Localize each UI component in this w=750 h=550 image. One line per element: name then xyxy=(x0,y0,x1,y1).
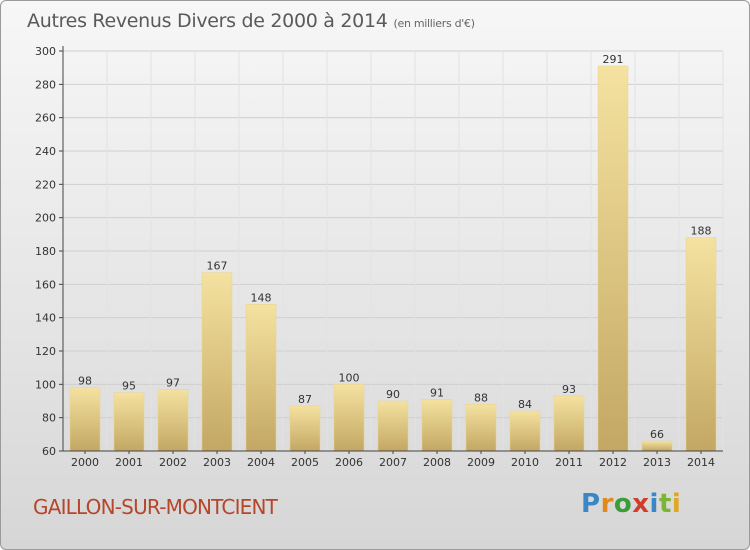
bar xyxy=(157,389,189,452)
y-tick-label: 280 xyxy=(35,78,56,91)
logo-letter: t xyxy=(658,489,672,519)
x-tick-label: 2006 xyxy=(335,456,363,469)
y-tick-label: 80 xyxy=(42,412,56,425)
x-tick-label: 2007 xyxy=(379,456,407,469)
y-tick-label: 100 xyxy=(35,378,56,391)
bar-value-label: 97 xyxy=(166,376,180,389)
bar-value-label: 87 xyxy=(298,393,312,406)
proxiti-logo: Proxiti xyxy=(581,489,681,519)
x-tick-label: 2010 xyxy=(511,456,539,469)
bar xyxy=(69,387,101,452)
bar-value-label: 188 xyxy=(691,225,712,238)
bar xyxy=(421,399,453,452)
bar-value-label: 291 xyxy=(603,53,624,66)
x-tick-label: 2001 xyxy=(115,456,143,469)
x-tick-label: 2005 xyxy=(291,456,319,469)
bar xyxy=(597,65,629,452)
y-tick-label: 120 xyxy=(35,345,56,358)
logo-letter: o xyxy=(613,489,633,519)
y-tick-label: 240 xyxy=(35,145,56,158)
y-tick-label: 220 xyxy=(35,178,56,191)
bar-value-label: 100 xyxy=(339,371,360,384)
bar xyxy=(509,410,541,452)
chart-title-text: Autres Revenus Divers de 2000 à 2014 xyxy=(27,10,388,32)
x-tick-label: 2011 xyxy=(555,456,583,469)
bar xyxy=(289,405,321,452)
logo-letter: r xyxy=(600,489,614,519)
x-tick-label: 2009 xyxy=(467,456,495,469)
x-tick-label: 2003 xyxy=(203,456,231,469)
bar-value-label: 91 xyxy=(430,386,444,399)
x-tick-label: 2012 xyxy=(599,456,627,469)
y-tick-label: 300 xyxy=(35,45,56,58)
city-name: GAILLON-SUR-MONTCIENT xyxy=(33,495,278,519)
bar xyxy=(245,304,277,452)
bar-value-label: 148 xyxy=(251,291,272,304)
bar-value-label: 88 xyxy=(474,391,488,404)
y-tick-label: 260 xyxy=(35,112,56,125)
x-tick-label: 2002 xyxy=(159,456,187,469)
logo-letter: i xyxy=(649,489,659,519)
bar xyxy=(113,392,145,452)
bar-value-label: 93 xyxy=(562,383,576,396)
x-tick-label: 2014 xyxy=(687,456,715,469)
logo-letter: i xyxy=(671,489,682,519)
bar-value-label: 90 xyxy=(386,388,400,401)
bar xyxy=(685,237,717,452)
bar xyxy=(641,440,673,452)
x-tick-label: 2000 xyxy=(71,456,99,469)
x-tick-label: 2008 xyxy=(423,456,451,469)
bar-value-label: 95 xyxy=(122,380,136,393)
bar xyxy=(201,272,233,452)
bar xyxy=(465,404,497,452)
bar xyxy=(333,384,365,452)
bar-value-label: 98 xyxy=(78,375,92,388)
y-tick-label: 200 xyxy=(35,212,56,225)
bar-value-label: 66 xyxy=(650,428,664,441)
chart-unit: (en milliers d'€) xyxy=(393,17,475,30)
y-tick-label: 60 xyxy=(42,445,56,458)
x-tick-label: 2013 xyxy=(643,456,671,469)
logo-letter: x xyxy=(632,489,650,519)
bar xyxy=(377,400,409,452)
bar-value-label: 167 xyxy=(207,260,228,273)
y-tick-label: 160 xyxy=(35,278,56,291)
y-tick-label: 180 xyxy=(35,245,56,258)
y-tick-label: 140 xyxy=(35,312,56,325)
chart-title: Autres Revenus Divers de 2000 à 2014 (en … xyxy=(27,10,475,32)
logo-letter: P xyxy=(581,489,601,519)
x-tick-label: 2004 xyxy=(247,456,275,469)
bar-value-label: 84 xyxy=(518,398,532,411)
bar xyxy=(553,395,585,452)
